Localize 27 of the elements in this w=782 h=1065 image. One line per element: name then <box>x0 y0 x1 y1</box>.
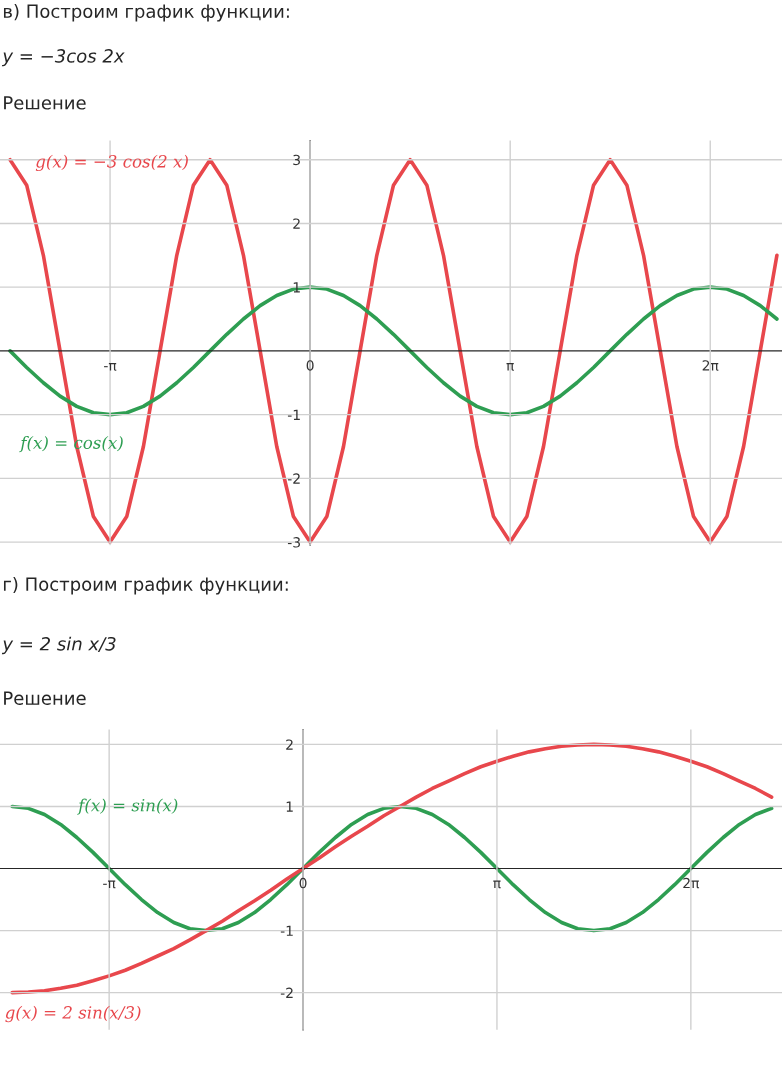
series-label: g(x) = 2 sin(x/3) <box>5 1005 141 1023</box>
x-tick-label: 2π <box>683 877 700 889</box>
x-tick-label: -π <box>104 362 117 371</box>
y-tick-label: 2 <box>286 739 293 750</box>
x-tick-label: π <box>493 880 501 889</box>
y-tick-label: 1 <box>286 801 293 812</box>
y-tick-label: -3 <box>287 537 300 548</box>
series-label: f(x) = sin(x) <box>77 798 178 815</box>
y-tick-label: 2 <box>293 218 300 229</box>
chart-title: в) Построим график функции: <box>3 4 289 22</box>
text: Решение <box>4 691 86 705</box>
series-label: g(x) = −3 cos(2 x) <box>35 154 188 172</box>
y-tick-label: -1 <box>280 925 293 936</box>
x-tick-label: -π <box>103 880 116 889</box>
chart-subtitle: y = −3cos 2x <box>1 49 125 67</box>
y-tick-label: -2 <box>280 987 293 998</box>
x-tick-label: 2π <box>702 360 719 371</box>
x-tick-label: 0 <box>306 360 314 371</box>
y-tick-label: 1 <box>293 282 300 293</box>
x-tick-label: π <box>506 362 514 371</box>
x-tick-label: 0 <box>299 877 307 889</box>
y-tick-label: -1 <box>287 409 300 420</box>
y-tick-label: -2 <box>287 473 300 484</box>
chart-title: г) Построим график функции: <box>3 577 288 595</box>
text: Решение <box>4 96 86 110</box>
y-tick-label: 3 <box>293 154 300 166</box>
chart-subtitle: y = 2 sin x/3 <box>1 636 116 655</box>
